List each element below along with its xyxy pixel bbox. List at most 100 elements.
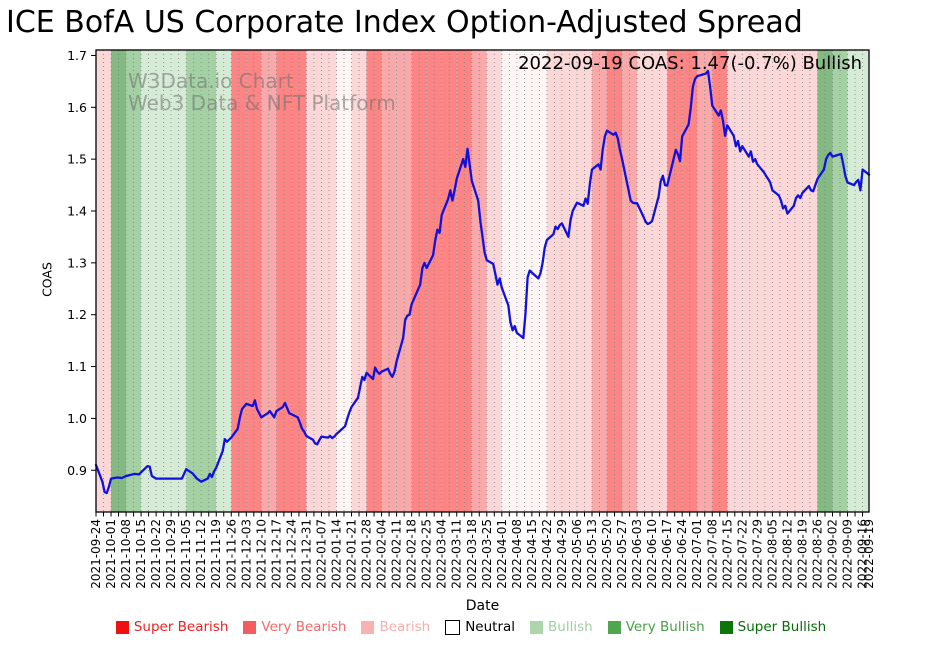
current-value-annotation: 2022-09-19 COAS: 1.47(-0.7%) Bullish <box>518 53 862 74</box>
x-tick-label: 2021-11-19 <box>209 519 223 589</box>
sentiment-band <box>216 50 232 512</box>
x-tick-label: 2022-01-14 <box>329 519 343 589</box>
x-tick-label: 2022-03-25 <box>480 519 494 589</box>
x-tick-label: 2021-12-24 <box>284 519 298 589</box>
sentiment-band <box>727 50 743 512</box>
sentiment-band <box>772 50 788 512</box>
x-tick-label: 2022-07-08 <box>705 519 719 589</box>
sentiment-band <box>261 50 277 512</box>
x-tick-label: 2021-10-29 <box>164 519 178 589</box>
legend-item-super-bearish: Super Bearish <box>115 619 228 635</box>
x-tick-label: 2022-09-16 <box>856 519 870 589</box>
sentiment-band <box>186 50 202 512</box>
x-tick-label: 2022-09-02 <box>825 519 839 589</box>
sentiment-band <box>366 50 382 512</box>
y-tick-label: 1.6 <box>67 100 87 115</box>
sentiment-band <box>697 50 713 512</box>
legend-item-neutral: Neutral <box>445 619 515 635</box>
sentiment-band <box>201 50 217 512</box>
sentiment-band <box>321 50 337 512</box>
legend-item-super-bullish: Super Bullish <box>719 619 826 635</box>
sentiment-band <box>141 50 157 512</box>
x-tick-label: 2022-05-20 <box>600 519 614 589</box>
sentiment-band <box>231 50 247 512</box>
x-tick-label: 2021-12-17 <box>269 519 283 589</box>
sentiment-band <box>637 50 653 512</box>
sentiment-band <box>291 50 307 512</box>
x-tick-label: 2021-11-26 <box>224 519 238 589</box>
x-tick-label: 2022-08-12 <box>780 519 794 589</box>
sentiment-band <box>126 50 142 512</box>
x-tick-label: 2022-08-26 <box>810 519 824 589</box>
y-tick-label: 1.4 <box>67 204 87 219</box>
sentiment-band <box>111 50 127 512</box>
legend-item-bearish: Bearish <box>361 619 430 635</box>
y-tick-label: 1.1 <box>67 359 87 374</box>
y-tick-label: 1.5 <box>67 152 87 167</box>
y-tick-label: 1.0 <box>67 411 87 426</box>
sentiment-band <box>561 50 577 512</box>
x-tick-label: 2022-04-08 <box>510 519 524 589</box>
x-tick-label: 2022-05-06 <box>570 519 584 589</box>
sentiment-band <box>817 50 833 512</box>
x-tick-label: 2022-07-22 <box>735 519 749 589</box>
x-tick-label: 2022-03-11 <box>450 519 464 589</box>
x-tick-label: 2021-12-10 <box>254 519 268 589</box>
legend-swatch <box>445 619 461 635</box>
sentiment-band <box>531 50 547 512</box>
x-tick-label: 2022-06-03 <box>630 519 644 589</box>
legend-label: Very Bullish <box>625 619 705 635</box>
legend-label: Bullish <box>548 619 593 635</box>
legend-swatch <box>243 620 257 634</box>
legend: Super Bearish Very Bearish Bearish Neutral B… <box>0 619 942 635</box>
sentiment-band <box>757 50 773 512</box>
coas-line <box>94 69 871 495</box>
x-tick-label: 2022-03-18 <box>465 519 479 589</box>
x-tick-label: 2022-05-27 <box>615 519 629 589</box>
sentiment-band <box>471 50 487 512</box>
legend-label: Bearish <box>379 619 431 635</box>
legend-swatch <box>530 620 544 634</box>
sentiment-band <box>411 50 427 512</box>
sentiment-band <box>336 50 352 512</box>
sentiment-band <box>712 50 728 512</box>
sentiment-band <box>682 50 698 512</box>
sentiment-band <box>396 50 412 512</box>
y-tick-label: 1.3 <box>67 255 87 270</box>
sentiment-band <box>441 50 457 512</box>
legend-item-very-bullish: Very Bullish <box>607 619 705 635</box>
legend-item-very-bearish: Very Bearish <box>243 619 346 635</box>
x-tick-label: 2022-09-19 <box>862 519 876 589</box>
x-tick-label: 2022-06-24 <box>675 519 689 589</box>
x-tick-label: 2021-10-15 <box>134 519 148 589</box>
sentiment-band <box>351 50 367 512</box>
x-tick-label: 2022-05-13 <box>585 519 599 589</box>
sentiment-band <box>516 50 532 512</box>
sentiment-band <box>546 50 562 512</box>
sentiment-band <box>847 50 863 512</box>
x-tick-label: 2022-02-18 <box>405 519 419 589</box>
legend-item-bullish: Bullish <box>530 619 593 635</box>
legend-label: Neutral <box>465 619 516 635</box>
sentiment-band <box>306 50 322 512</box>
sentiment-band <box>576 50 593 512</box>
x-tick-label: 2022-02-04 <box>375 519 389 589</box>
sentiment-band <box>501 50 517 512</box>
legend-swatch <box>719 620 733 634</box>
x-tick-label: 2022-03-04 <box>435 519 449 589</box>
x-tick-label: 2022-04-29 <box>555 519 569 589</box>
x-tick-label: 2022-02-25 <box>420 519 434 589</box>
sentiment-band <box>486 50 502 512</box>
x-tick-label: 2021-10-22 <box>149 519 163 589</box>
x-tick-label: 2021-12-31 <box>299 519 313 589</box>
sentiment-band <box>862 50 869 512</box>
sentiment-band <box>802 50 818 512</box>
x-tick-label: 2021-09-24 <box>89 519 103 589</box>
sentiment-band <box>381 50 397 512</box>
x-tick-label: 2022-06-10 <box>645 519 659 589</box>
x-tick-label: 2022-04-01 <box>495 519 509 589</box>
x-tick-label: 2022-08-05 <box>765 519 779 589</box>
sentiment-band <box>276 50 292 512</box>
sentiment-band <box>742 50 758 512</box>
